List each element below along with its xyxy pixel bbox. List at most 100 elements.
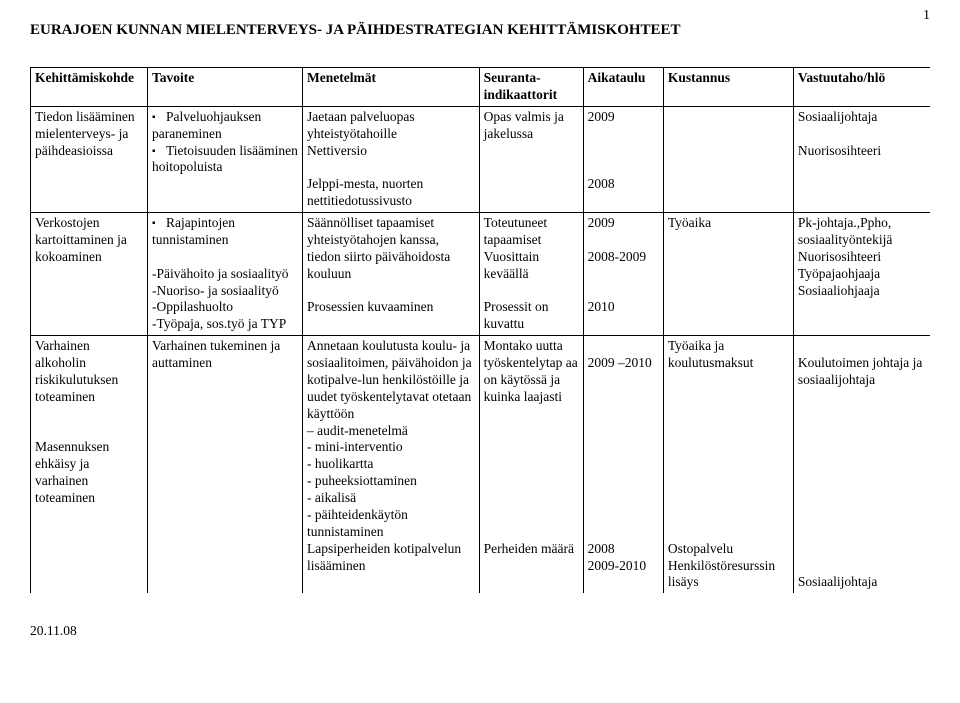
indikaattorit-text-line bbox=[484, 456, 579, 473]
tavoite-extra-line: -Työpaja, sos.työ ja TYP bbox=[152, 316, 298, 333]
cell-indikaattorit: Montako uutta työskentelytap aa on käytö… bbox=[479, 336, 583, 594]
cell-tavoite: Rajapintojen tunnistaminen -Päivähoito j… bbox=[148, 213, 303, 336]
cell-vastuu: Sosiaalijohtaja Nuorisosihteeri bbox=[793, 106, 930, 212]
kohde-text-line bbox=[35, 423, 143, 440]
kustannus-text: Työaika ja koulutusmaksut OstopalveluHen… bbox=[668, 338, 789, 591]
indikaattorit-text: Toteutuneet tapaamisetVuosittain kevääll… bbox=[484, 215, 579, 333]
kustannus-text-line bbox=[668, 406, 789, 423]
kustannus-text-line bbox=[668, 524, 789, 541]
col-seuranta-top: Seuranta- bbox=[484, 70, 579, 87]
kustannus-text-line bbox=[668, 490, 789, 507]
tavoite-extra-line: -Oppilashuolto bbox=[152, 299, 298, 316]
menetelmat-text-line: Prosessien kuvaaminen bbox=[307, 299, 475, 316]
aikataulu-text-line bbox=[588, 389, 659, 406]
indikaattorit-text-line: Prosessit on kuvattu bbox=[484, 299, 579, 333]
cell-vastuu: Pk-johtaja.,Ppho, sosiaalityöntekijäNuor… bbox=[793, 213, 930, 336]
aikataulu-text-line bbox=[588, 143, 659, 160]
aikataulu-text-line: 2010 bbox=[588, 299, 659, 316]
cell-tavoite: Palveluohjauksen paraneminenTietoisuuden… bbox=[148, 106, 303, 212]
cell-aikataulu: 2009 –2010 20082009-2010 bbox=[583, 336, 663, 594]
menetelmat-text-line: Annetaan koulutusta koulu- ja sosiaalito… bbox=[307, 338, 475, 422]
aikataulu-text-line bbox=[588, 423, 659, 440]
kustannus-text-line: Ostopalvelu bbox=[668, 541, 789, 558]
aikataulu-text: 2009 2008 bbox=[588, 109, 659, 193]
aikataulu-text-line bbox=[588, 283, 659, 300]
page-number: 1 bbox=[923, 8, 930, 24]
menetelmat-text-line: - päihteidenkäytön tunnistaminen bbox=[307, 507, 475, 541]
menetelmat-text-line: - huolikartta bbox=[307, 456, 475, 473]
indikaattorit-text-line bbox=[484, 439, 579, 456]
cell-menetelmat: Jaetaan palveluopas yhteistyötahoilleNet… bbox=[303, 106, 480, 212]
indikaattorit-text-line: Perheiden määrä bbox=[484, 541, 579, 558]
aikataulu-text-line: 2008-2009 bbox=[588, 249, 659, 266]
indikaattorit-text-line: Opas valmis ja jakelussa bbox=[484, 109, 579, 143]
kustannus-text-line: Työaika bbox=[668, 215, 789, 232]
strategy-table: Kehittämiskohde Tavoite Menetelmät Seura… bbox=[30, 67, 930, 593]
aikataulu-text-line: 2009 bbox=[588, 109, 659, 126]
cell-kustannus: Työaika ja koulutusmaksut OstopalveluHen… bbox=[663, 336, 793, 594]
indikaattorit-text: Opas valmis ja jakelussa bbox=[484, 109, 579, 143]
aikataulu-text-line bbox=[588, 456, 659, 473]
vastuu-text-line: Pk-johtaja.,Ppho, sosiaalityöntekijä bbox=[798, 215, 926, 249]
cell-menetelmat: Säännölliset tapaamiset yhteistyötahojen… bbox=[303, 213, 480, 336]
table-header-row: Kehittämiskohde Tavoite Menetelmät Seura… bbox=[31, 68, 931, 107]
aikataulu-text-line bbox=[588, 439, 659, 456]
table-row: Varhainen alkoholin riskikulutuksen tote… bbox=[31, 336, 931, 594]
cell-kohde: Varhainen alkoholin riskikulutuksen tote… bbox=[31, 336, 148, 594]
table-row: Verkostojen kartoittaminen ja kokoaminen… bbox=[31, 213, 931, 336]
vastuu-text-line: Sosiaaliohjaaja bbox=[798, 283, 926, 300]
vastuu-text-line: Nuorisosihteeri bbox=[798, 249, 926, 266]
page-title: EURAJOEN KUNNAN MIELENTERVEYS- JA PÄIHDE… bbox=[30, 22, 930, 39]
aikataulu-text-line: 2008 bbox=[588, 541, 659, 558]
aikataulu-text-line bbox=[588, 126, 659, 143]
kustannus-text-line bbox=[668, 389, 789, 406]
cell-tavoite: Varhainen tukeminen ja auttaminen bbox=[148, 336, 303, 594]
cell-indikaattorit: Toteutuneet tapaamisetVuosittain kevääll… bbox=[479, 213, 583, 336]
tavoite-extra: -Päivähoito ja sosiaalityö-Nuoriso- ja s… bbox=[152, 249, 298, 333]
kustannus-text-line bbox=[668, 109, 789, 126]
kustannus-text-line bbox=[668, 507, 789, 524]
indikaattorit-text-line bbox=[484, 423, 579, 440]
kustannus-text-line bbox=[668, 456, 789, 473]
aikataulu-text-line bbox=[588, 406, 659, 423]
tavoite-extra-line: -Päivähoito ja sosiaalityö bbox=[152, 266, 298, 283]
cell-kohde: Tiedon lisääminen mielenterveys- ja päih… bbox=[31, 106, 148, 212]
aikataulu-text-line bbox=[588, 232, 659, 249]
cell-indikaattorit: Opas valmis ja jakelussa bbox=[479, 106, 583, 212]
vastuu-text-line bbox=[798, 524, 926, 541]
kustannus-text: Työaika bbox=[668, 215, 789, 232]
col-aikataulu: Aikataulu bbox=[583, 68, 663, 107]
vastuu-text-line bbox=[798, 456, 926, 473]
indikaattorit-text-line bbox=[484, 406, 579, 423]
cell-aikataulu: 2009 2008 bbox=[583, 106, 663, 212]
aikataulu-text-line: 2009-2010 bbox=[588, 558, 659, 575]
menetelmat-text: Säännölliset tapaamiset yhteistyötahojen… bbox=[307, 215, 475, 316]
vastuu-text-line: Koulutoimen johtaja ja sosiaalijohtaja bbox=[798, 355, 926, 389]
kohde-text-line: Varhainen alkoholin riskikulutuksen tote… bbox=[35, 338, 143, 406]
menetelmat-text-line: - aikalisä bbox=[307, 490, 475, 507]
col-seuranta-bot: indikaattorit bbox=[484, 87, 579, 104]
cell-menetelmat: Annetaan koulutusta koulu- ja sosiaalito… bbox=[303, 336, 480, 594]
kustannus-text bbox=[668, 109, 789, 126]
indikaattorit-text: Montako uutta työskentelytap aa on käytö… bbox=[484, 338, 579, 557]
tavoite-plain: Varhainen tukeminen ja auttaminen bbox=[152, 338, 298, 372]
kustannus-text-line bbox=[668, 372, 789, 389]
vastuu-text-line bbox=[798, 439, 926, 456]
tavoite-bullets: Rajapintojen tunnistaminen bbox=[152, 215, 298, 249]
kustannus-text-line bbox=[668, 439, 789, 456]
tavoite-extra-line bbox=[152, 249, 298, 266]
tavoite-bullet: Tietoisuuden lisääminen hoitopoluista bbox=[152, 143, 298, 177]
indikaattorit-text-line bbox=[484, 283, 579, 300]
cell-kustannus bbox=[663, 106, 793, 212]
menetelmat-text-line: Jaetaan palveluopas yhteistyötahoille bbox=[307, 109, 475, 143]
vastuu-text-line bbox=[798, 338, 926, 355]
kustannus-text-line bbox=[668, 423, 789, 440]
footer-date: 20.11.08 bbox=[30, 623, 930, 639]
aikataulu-text-line bbox=[588, 507, 659, 524]
indikaattorit-text-line bbox=[484, 507, 579, 524]
cell-vastuu: Koulutoimen johtaja ja sosiaalijohtaja S… bbox=[793, 336, 930, 594]
table-row: Tiedon lisääminen mielenterveys- ja päih… bbox=[31, 106, 931, 212]
col-kehittamiskohde: Kehittämiskohde bbox=[31, 68, 148, 107]
aikataulu-text-line bbox=[588, 159, 659, 176]
aikataulu-text-line: 2008 bbox=[588, 176, 659, 193]
